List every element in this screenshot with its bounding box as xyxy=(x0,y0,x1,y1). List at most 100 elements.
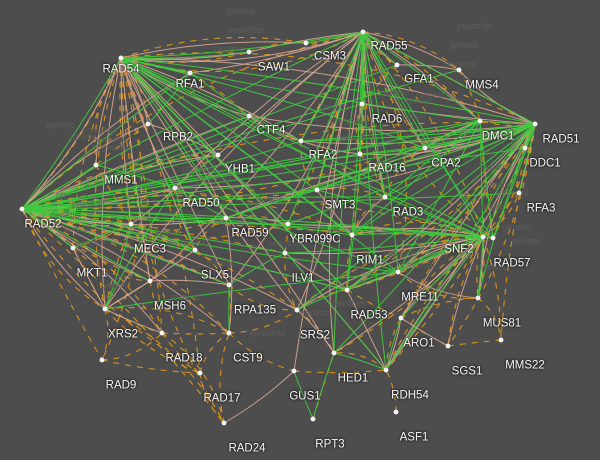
graph-node-rad6[interactable] xyxy=(359,101,365,107)
node-dot xyxy=(285,221,291,227)
node-dot xyxy=(360,29,366,35)
graph-node-csm3[interactable] xyxy=(303,40,309,46)
node-label-rpb2: RPB2 xyxy=(163,132,193,145)
node-label-rad18: RAD18 xyxy=(165,353,202,366)
graph-node-rad24[interactable] xyxy=(221,420,227,426)
graph-node-aro1[interactable] xyxy=(398,315,404,321)
graph-node-snf2[interactable] xyxy=(480,234,486,240)
graph-node-rfa1[interactable] xyxy=(187,70,193,76)
graph-node-mms1[interactable] xyxy=(93,162,99,168)
graph-node-mec3[interactable] xyxy=(128,221,134,227)
graph-node-rad52[interactable] xyxy=(19,206,25,212)
graph-edge xyxy=(21,208,163,334)
graph-edge xyxy=(21,115,250,210)
graph-node-ctf4[interactable] xyxy=(246,113,252,119)
graph-edge xyxy=(362,31,387,371)
node-label-csm3: CSM3 xyxy=(314,51,346,64)
graph-edge xyxy=(21,208,399,273)
graph-node-rad59[interactable] xyxy=(223,215,229,221)
graph-node-saw1[interactable] xyxy=(246,49,252,55)
graph-node-asf1[interactable] xyxy=(393,409,399,415)
graph-edge xyxy=(194,249,230,286)
graph-node-rad57[interactable] xyxy=(490,235,496,241)
graph-node-mms4[interactable] xyxy=(456,67,462,73)
graph-edge xyxy=(120,57,196,251)
graph-node-rad50[interactable] xyxy=(172,185,178,191)
graph-node-cpa2[interactable] xyxy=(422,145,428,151)
graph-node-mus81[interactable] xyxy=(475,295,481,301)
graph-edge xyxy=(479,120,494,239)
graph-node-hed1[interactable] xyxy=(331,350,337,356)
node-dot xyxy=(147,278,153,284)
graph-edge xyxy=(333,352,387,371)
graph-node-rad9[interactable] xyxy=(99,357,105,363)
graph-node-sgs1[interactable] xyxy=(445,343,451,349)
graph-node-rdh54[interactable] xyxy=(383,367,389,373)
node-label-text: SGS1 xyxy=(451,365,483,378)
graph-node-rad16[interactable] xyxy=(357,151,363,157)
graph-edge xyxy=(362,31,481,122)
graph-node-dmc1[interactable] xyxy=(477,118,483,124)
graph-node-smt3[interactable] xyxy=(314,187,320,193)
node-label-rad52: RAD52 xyxy=(24,219,61,232)
graph-node-rad55[interactable] xyxy=(360,29,366,35)
graph-edge xyxy=(199,372,225,424)
graph-node-yhb1[interactable] xyxy=(215,152,221,158)
graph-edge xyxy=(104,307,230,334)
node-dot xyxy=(359,101,365,107)
graph-node-rad51[interactable] xyxy=(532,121,538,127)
node-label-xrs2: XRS2 xyxy=(108,329,138,342)
node-label-text: MMS1 xyxy=(104,174,138,187)
graph-node-gus1[interactable] xyxy=(291,368,297,374)
graph-node-rpb2[interactable] xyxy=(145,121,151,127)
graph-node-ilv1[interactable] xyxy=(282,250,288,256)
graph-node-rad54[interactable] xyxy=(118,55,124,61)
node-label-text: YBR099C xyxy=(289,233,341,246)
graph-edge xyxy=(21,208,230,334)
graph-edge xyxy=(174,187,196,251)
node-label-mms1: MMS1 xyxy=(104,175,137,188)
graph-node-mkt1[interactable] xyxy=(70,245,76,251)
graph-node-rfa3[interactable] xyxy=(516,190,522,196)
node-label-mus81: MUS81 xyxy=(483,318,521,331)
graph-edge xyxy=(447,236,484,347)
graph-edge xyxy=(362,31,386,198)
graph-node-rad17[interactable] xyxy=(197,370,203,376)
node-label-text: RAD54 xyxy=(102,63,140,76)
node-label-text: MKT1 xyxy=(76,267,108,280)
graph-node-ybr099c[interactable] xyxy=(285,221,291,227)
graph-edge xyxy=(130,223,151,282)
graph-node-rim1[interactable] xyxy=(349,232,355,238)
graph-edge xyxy=(199,332,230,374)
graph-edge xyxy=(174,187,196,251)
node-dot xyxy=(349,232,355,238)
graph-node-slx5[interactable] xyxy=(192,247,198,253)
graph-node-rad3[interactable] xyxy=(382,194,388,200)
node-dot xyxy=(99,357,105,363)
graph-node-srs2[interactable] xyxy=(294,307,300,313)
graph-edge xyxy=(21,208,151,282)
graph-node-mms22[interactable] xyxy=(498,337,504,343)
node-dot xyxy=(223,215,229,221)
graph-node-mre11[interactable] xyxy=(395,269,401,275)
graph-node-gfa1[interactable] xyxy=(394,62,400,68)
graph-node-xrs2[interactable] xyxy=(102,306,108,312)
node-label-rad24: RAD24 xyxy=(228,443,265,456)
graph-node-rfa2[interactable] xyxy=(298,138,304,144)
graph-edge xyxy=(174,31,364,189)
graph-node-rad18[interactable] xyxy=(159,330,165,336)
graph-node-msh6[interactable] xyxy=(147,278,153,284)
node-label-text: RAD50 xyxy=(182,197,220,210)
graph-edge xyxy=(104,31,364,310)
graph-node-rad53[interactable] xyxy=(344,287,350,293)
graph-edge xyxy=(104,223,132,310)
node-label-text: GFA1 xyxy=(404,73,434,86)
graph-node-ddc1[interactable] xyxy=(522,145,528,151)
graph-node-rpt3[interactable] xyxy=(310,416,316,422)
graph-node-rpa135[interactable] xyxy=(226,282,232,288)
node-dot xyxy=(215,152,221,158)
graph-edge xyxy=(120,57,536,125)
graph-node-cst9[interactable] xyxy=(226,330,232,336)
yeastnet-edge-group xyxy=(21,31,536,420)
